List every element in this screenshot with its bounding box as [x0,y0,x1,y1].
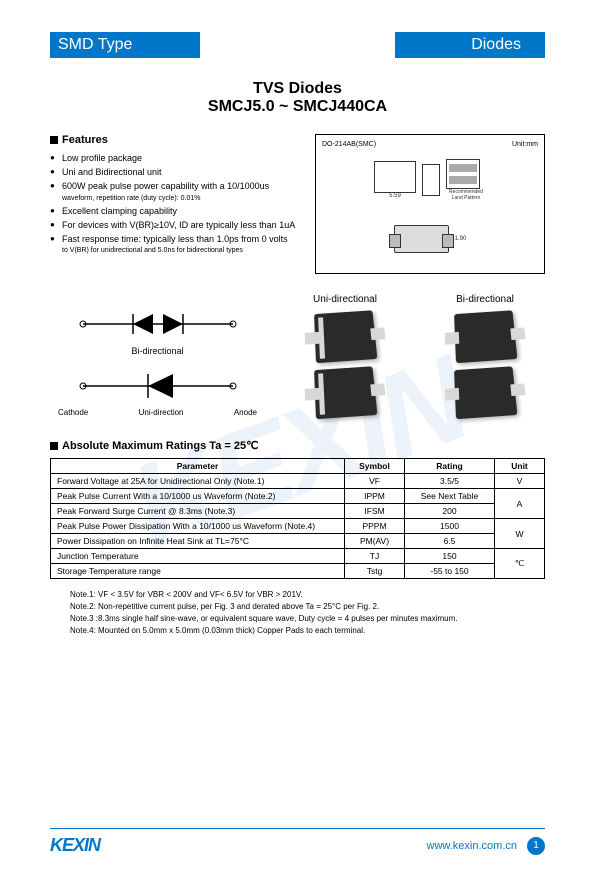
package-diagram: DO-214AB(SMC) Unit:mm 5.59 Recommended L… [315,134,545,274]
schematic-row: Bi-directional Cathode Uni-direction Ano… [50,294,545,423]
table-header: Unit [495,459,545,474]
package-top-view [374,161,416,193]
table-header: Rating [405,459,495,474]
footer-logo: KEXIN [50,835,100,856]
table-header: Parameter [51,459,345,474]
feature-item: Low profile package [50,152,299,166]
uni-directional-symbol [73,366,243,406]
note-item: Note.3 :8.3ms single half sine-wave, or … [70,613,545,625]
table-row: Peak Pulse Current With a 10/1000 us Wav… [51,489,545,504]
table-row: Storage Temperature range Tstg -55 to 15… [51,564,545,579]
features-heading: Features [50,134,299,146]
cathode-label: Cathode [58,408,88,417]
bi-directional-label: Bi-directional [50,346,265,356]
header-left: SMD Type [50,32,200,58]
table-row: Power Dissipation on Infinite Heat Sink … [51,534,545,549]
land-pattern [446,159,480,189]
package-unit: Unit:mm [512,141,538,148]
package-side-view [422,164,440,196]
feature-item: waveform, repetition rate (duty cycle): … [50,194,299,205]
title-block: TVS Diodes SMCJ5.0 ~ SMCJ440CA [50,80,545,116]
feature-item: to V(BR) for unidirectional and 5.0ns fo… [50,246,299,257]
feature-item: Fast response time: typically less than … [50,233,299,247]
page-content: SMD Type Diodes TVS Diodes SMCJ5.0 ~ SMC… [0,32,595,637]
footer: KEXIN www.kexin.com.cn 1 [50,828,545,856]
schematic-symbols: Bi-directional Cathode Uni-direction Ano… [50,294,265,417]
table-row: Forward Voltage at 25A for Unidirectiona… [51,474,545,489]
header-bar: SMD Type Diodes [50,32,545,58]
note-item: Note.2: Non-repetitive current pulse, pe… [70,601,545,613]
table-row: Peak Forward Surge Current @ 8.3ms (Note… [51,504,545,519]
table-header-row: Parameter Symbol Rating Unit [51,459,545,474]
anode-label: Anode [234,408,257,417]
bi-chip-label: Bi-directional [425,294,545,305]
uni-chip-label: Uni-directional [285,294,405,305]
bi-directional-symbol [73,304,243,344]
title-line2: SMCJ5.0 ~ SMCJ440CA [50,98,545,116]
chip-image [314,366,377,419]
page-number: 1 [527,837,545,855]
chip-image [454,310,517,363]
footer-url: www.kexin.com.cn [427,840,517,852]
upper-row: Features Low profile package Uni and Bid… [50,134,545,274]
feature-item: Excellent clamping capability [50,205,299,219]
title-line1: TVS Diodes [50,80,545,98]
uni-direction-label: Uni-direction [139,408,184,417]
feature-item: For devices with V(BR)≥10V, ID are typic… [50,219,299,233]
bi-chip-column: Bi-directional [425,294,545,423]
table-row: Junction Temperature TJ 150 ℃ [51,549,545,564]
header-right: Diodes [395,32,545,58]
package-label: DO-214AB(SMC) [322,141,376,148]
features-column: Features Low profile package Uni and Bid… [50,134,299,274]
package-3d-view [394,225,449,253]
table-header: Symbol [345,459,405,474]
chip-image [314,310,377,363]
uni-chip-column: Uni-directional [285,294,405,423]
chip-image [454,366,517,419]
note-item: Note.1: VF < 3.5V for VBR < 200V and VF<… [70,589,545,601]
feature-item: Uni and Bidirectional unit [50,166,299,180]
ratings-heading: Absolute Maximum Ratings Ta = 25℃ [50,439,545,452]
features-list: Low profile package Uni and Bidirectiona… [50,152,299,257]
notes-block: Note.1: VF < 3.5V for VBR < 200V and VF<… [70,589,545,637]
feature-item: 600W peak pulse power capability with a … [50,180,299,194]
note-item: Note.4: Mounted on 5.0mm x 5.0mm (0.03mm… [70,625,545,637]
ratings-table: Parameter Symbol Rating Unit Forward Vol… [50,458,545,579]
table-row: Peak Pulse Power Dissipation With a 10/1… [51,519,545,534]
